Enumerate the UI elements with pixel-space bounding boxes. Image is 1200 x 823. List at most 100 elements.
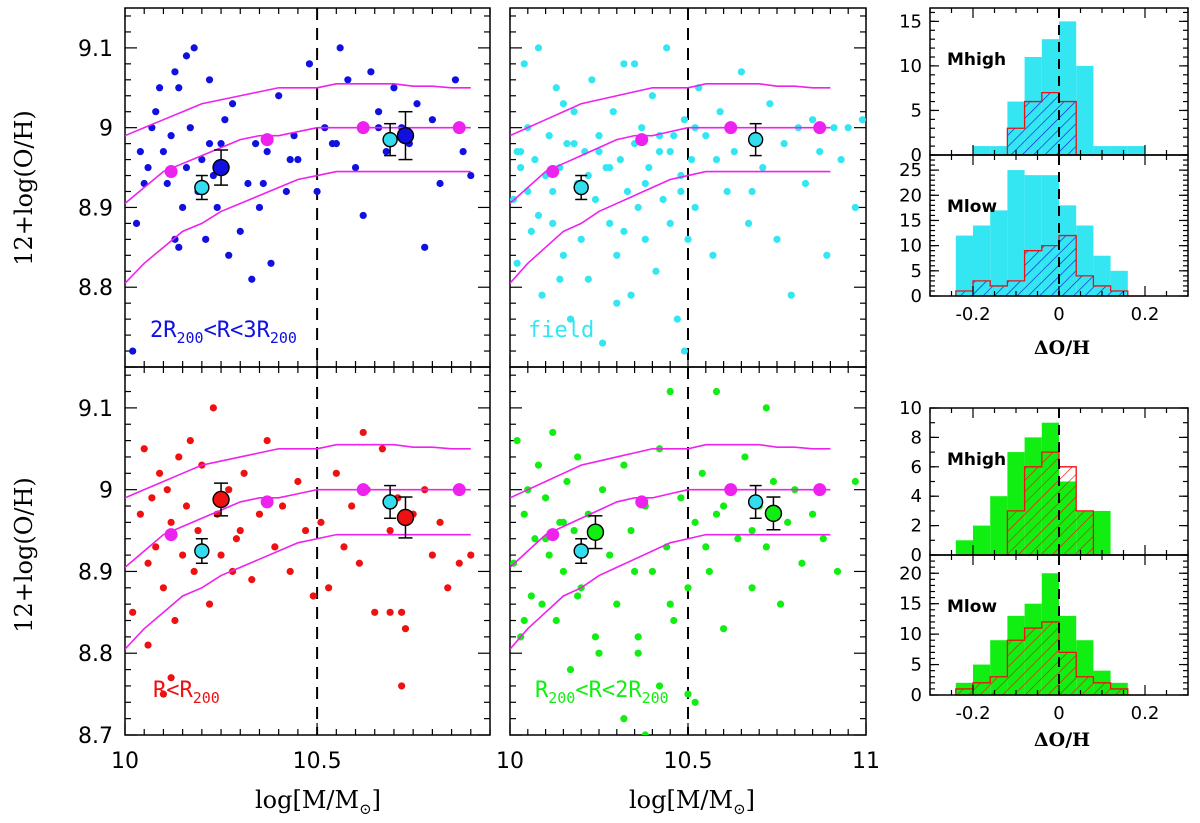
galaxy-point — [641, 235, 649, 243]
galaxy-point — [248, 576, 256, 584]
curve-middle — [125, 126, 471, 205]
galaxy-point — [819, 535, 827, 543]
median-dot — [546, 165, 560, 179]
galaxy-point — [680, 347, 689, 355]
ylabel-bottom: 12+log(O/H) — [10, 477, 38, 633]
galaxy-point — [436, 518, 444, 526]
galaxy-point — [663, 44, 671, 52]
region-label-main: R — [535, 678, 549, 703]
galaxy-point — [762, 543, 770, 551]
galaxy-point — [570, 526, 578, 535]
hist-filled-bar — [1110, 270, 1128, 296]
hist-y-tick-label: 20 — [899, 563, 922, 584]
binned-reference-point — [194, 543, 210, 559]
x-tick-label: 11 — [852, 749, 880, 774]
galaxy-point — [598, 339, 607, 347]
galaxy-point — [140, 445, 148, 453]
hist-y-tick-label: 10 — [899, 624, 922, 645]
binned-reference-point — [382, 494, 398, 510]
hist-mass-label: Mhigh — [947, 50, 1006, 70]
binned-reference-point — [573, 543, 589, 559]
galaxy-point — [577, 235, 585, 243]
binned-sample-point — [586, 523, 605, 541]
galaxy-point — [570, 140, 578, 148]
panel-content — [125, 8, 475, 367]
galaxy-point — [513, 259, 521, 267]
galaxy-point — [620, 60, 628, 68]
hist-top-xlabel: ΔO/H — [1034, 337, 1090, 359]
median-dot — [260, 495, 274, 509]
galaxy-point — [549, 187, 557, 196]
galaxy-point — [623, 187, 632, 196]
galaxy-point — [228, 100, 237, 108]
galaxy-point — [175, 243, 183, 251]
galaxy-point — [559, 251, 568, 259]
galaxy-point — [606, 551, 614, 559]
median-dot — [164, 165, 178, 179]
median-dot — [356, 121, 370, 135]
galaxy-point — [570, 108, 578, 116]
hist-y-tick-label: 6 — [911, 457, 922, 478]
galaxy-point — [159, 148, 168, 156]
xlabel-middle-main: log[M/M — [629, 786, 733, 814]
galaxy-point — [627, 291, 635, 299]
galaxy-point — [652, 267, 660, 275]
galaxy-point — [670, 132, 678, 140]
galaxy-point — [182, 163, 191, 172]
hist-y-tick-label: 4 — [911, 486, 922, 507]
galaxy-point — [631, 60, 639, 68]
xlabel-middle: log[M/M⊙] — [629, 786, 755, 818]
galaxy-point — [687, 155, 696, 164]
median-dot — [356, 483, 370, 497]
galaxy-point — [451, 76, 460, 84]
hist-mass-label: Mlow — [947, 597, 997, 617]
hist-hatched-outline — [955, 621, 1145, 696]
galaxy-point — [542, 494, 550, 502]
hist-x-tick-label: 0.2 — [1131, 703, 1160, 724]
panel-content — [125, 367, 475, 735]
galaxy-point — [213, 203, 221, 212]
galaxy-point — [286, 155, 294, 164]
galaxy-point — [780, 140, 788, 148]
hist-filled-bar — [990, 146, 1008, 155]
galaxy-point — [620, 461, 628, 469]
galaxy-point — [730, 148, 738, 156]
galaxy-point — [534, 211, 543, 220]
galaxy-point — [209, 404, 217, 412]
galaxy-point — [129, 608, 137, 616]
galaxy-point — [680, 116, 689, 124]
x-tick-label: 10.5 — [293, 749, 342, 774]
galaxy-point — [144, 163, 152, 172]
galaxy-point — [566, 315, 575, 323]
scatter-panel-bottom-left: 8.7 8.8 8.9 9 9.1 10 10.5 R<R200 — [78, 366, 491, 774]
galaxy-point — [186, 437, 194, 445]
region-label-mid: <R<3R — [204, 318, 271, 343]
galaxy-point — [301, 526, 310, 535]
hist-bottom-xlabel: ΔO/H — [1034, 729, 1090, 751]
galaxy-point — [198, 155, 206, 164]
region-label: 2R200<R<3R200 — [150, 318, 297, 347]
panel-frame — [124, 366, 491, 736]
galaxy-point — [545, 132, 553, 140]
hist-filled-bar — [1110, 146, 1128, 155]
median-dot — [813, 483, 827, 497]
galaxy-point — [556, 275, 564, 283]
galaxy-point — [413, 100, 421, 108]
galaxy-point — [155, 469, 164, 477]
galaxy-point — [305, 60, 314, 68]
galaxy-point — [712, 510, 721, 518]
galaxy-point — [798, 559, 806, 567]
galaxy-point — [144, 641, 152, 649]
galaxy-point — [691, 203, 699, 212]
galaxy-point — [205, 76, 214, 84]
galaxy-point — [531, 535, 539, 543]
hist-y-tick-label: 15 — [899, 11, 922, 32]
galaxy-point — [659, 195, 667, 204]
galaxy-point — [136, 510, 144, 518]
galaxy-point — [776, 600, 785, 608]
median-dot — [635, 133, 649, 147]
galaxy-point — [428, 551, 436, 559]
galaxy-point — [205, 600, 214, 608]
